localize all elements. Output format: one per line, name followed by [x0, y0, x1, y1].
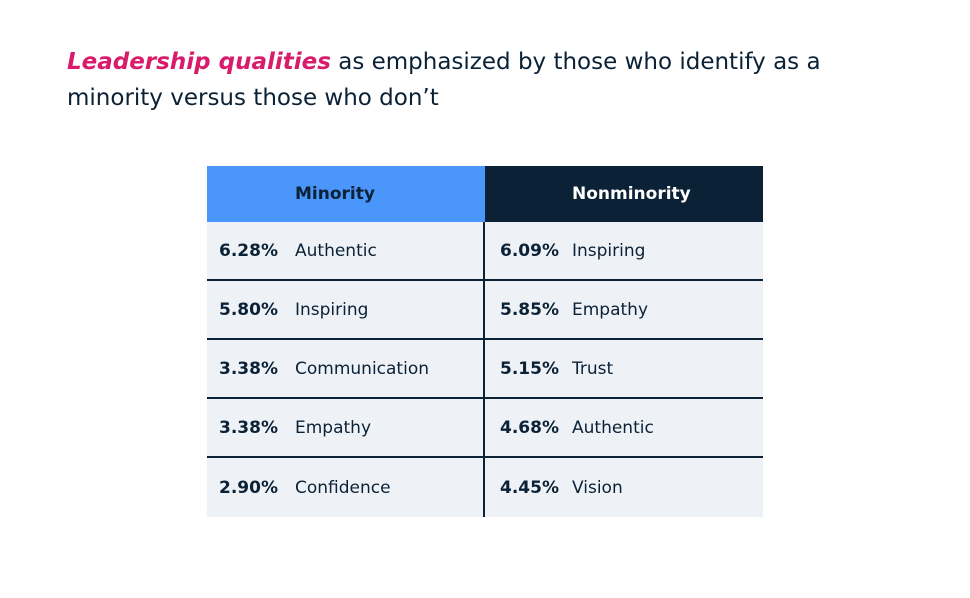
- nonminority-cell: 4.68% Authentic: [485, 399, 763, 456]
- quality-label: Authentic: [295, 240, 377, 261]
- table-row: 3.38% Empathy 4.68% Authentic: [207, 399, 763, 458]
- chart-title-rest: as emphasized by those who identify as a…: [67, 49, 821, 111]
- percentage-value: 6.28%: [219, 240, 278, 261]
- table-row: 5.80% Inspiring 5.85% Empathy: [207, 281, 763, 340]
- percentage-value: 4.68%: [500, 417, 559, 438]
- quality-label: Confidence: [295, 477, 391, 498]
- minority-cell: 3.38% Communication: [207, 340, 485, 397]
- percentage-value: 5.15%: [500, 358, 559, 379]
- table-row: 6.28% Authentic 6.09% Inspiring: [207, 222, 763, 281]
- percentage-value: 3.38%: [219, 417, 278, 438]
- quality-label: Empathy: [572, 299, 649, 320]
- percentage-value: 2.90%: [219, 477, 278, 498]
- percentage-value: 4.45%: [500, 477, 559, 498]
- nonminority-cell: 5.15% Trust: [485, 340, 763, 397]
- chart-title-highlight: Leadership qualities: [67, 49, 331, 75]
- quality-label: Trust: [572, 358, 614, 379]
- chart-title: Leadership qualities as emphasized by th…: [67, 44, 847, 116]
- nonminority-cell: 4.45% Vision: [485, 458, 763, 517]
- column-header-nonminority: Nonminority: [485, 166, 763, 222]
- percentage-value: 3.38%: [219, 358, 278, 379]
- percentage-value: 6.09%: [500, 240, 559, 261]
- minority-cell: 5.80% Inspiring: [207, 281, 485, 338]
- quality-label: Communication: [295, 358, 429, 379]
- table-row: 2.90% Confidence 4.45% Vision: [207, 458, 763, 517]
- minority-cell: 6.28% Authentic: [207, 222, 485, 279]
- nonminority-cell: 6.09% Inspiring: [485, 222, 763, 279]
- minority-cell: 2.90% Confidence: [207, 458, 485, 517]
- quality-label: Inspiring: [572, 240, 646, 261]
- nonminority-cell: 5.85% Empathy: [485, 281, 763, 338]
- percentage-value: 5.85%: [500, 299, 559, 320]
- leadership-table: Minority Nonminority 6.28% Authentic 6.09%…: [207, 166, 763, 517]
- table-body: 6.28% Authentic 6.09% Inspiring 5.80% Inspiri…: [207, 222, 763, 517]
- table-row: 3.38% Communication 5.15% Trust: [207, 340, 763, 399]
- quality-label: Empathy: [295, 417, 372, 438]
- table-header-row: Minority Nonminority: [207, 166, 763, 222]
- column-header-minority: Minority: [207, 166, 485, 222]
- quality-label: Vision: [572, 477, 623, 498]
- percentage-value: 5.80%: [219, 299, 278, 320]
- minority-cell: 3.38% Empathy: [207, 399, 485, 456]
- quality-label: Authentic: [572, 417, 654, 438]
- quality-label: Inspiring: [295, 299, 369, 320]
